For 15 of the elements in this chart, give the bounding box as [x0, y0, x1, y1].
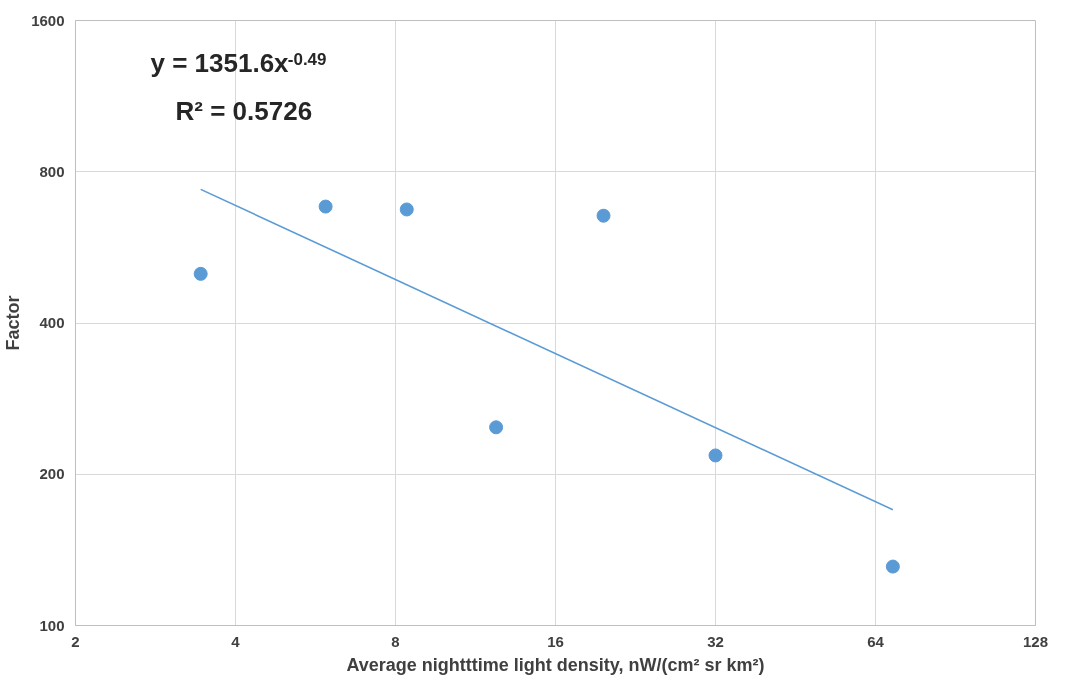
x-tick-label: 16: [547, 632, 564, 650]
y-tick-label: 400: [39, 314, 65, 331]
annotation: R² = 0.5726: [175, 95, 313, 126]
x-tick-label: 32: [707, 632, 724, 650]
x-tick-label: 2: [71, 632, 80, 650]
y-tick-label: 200: [39, 465, 65, 483]
y-tick-label: 100: [39, 616, 65, 634]
y-tick-label: 800: [39, 162, 65, 180]
x-tick-label: 64: [867, 632, 885, 650]
y-axis-title: Factor: [3, 295, 24, 351]
x-tick-label: 4: [231, 632, 241, 650]
x-axis-title: Average nightttime light density, nW/(cm² sr km²): [346, 654, 765, 675]
x-tick-label: 128: [1022, 632, 1049, 650]
x-tick-label: 8: [391, 632, 400, 650]
y-tick-label: 1600: [31, 11, 65, 29]
